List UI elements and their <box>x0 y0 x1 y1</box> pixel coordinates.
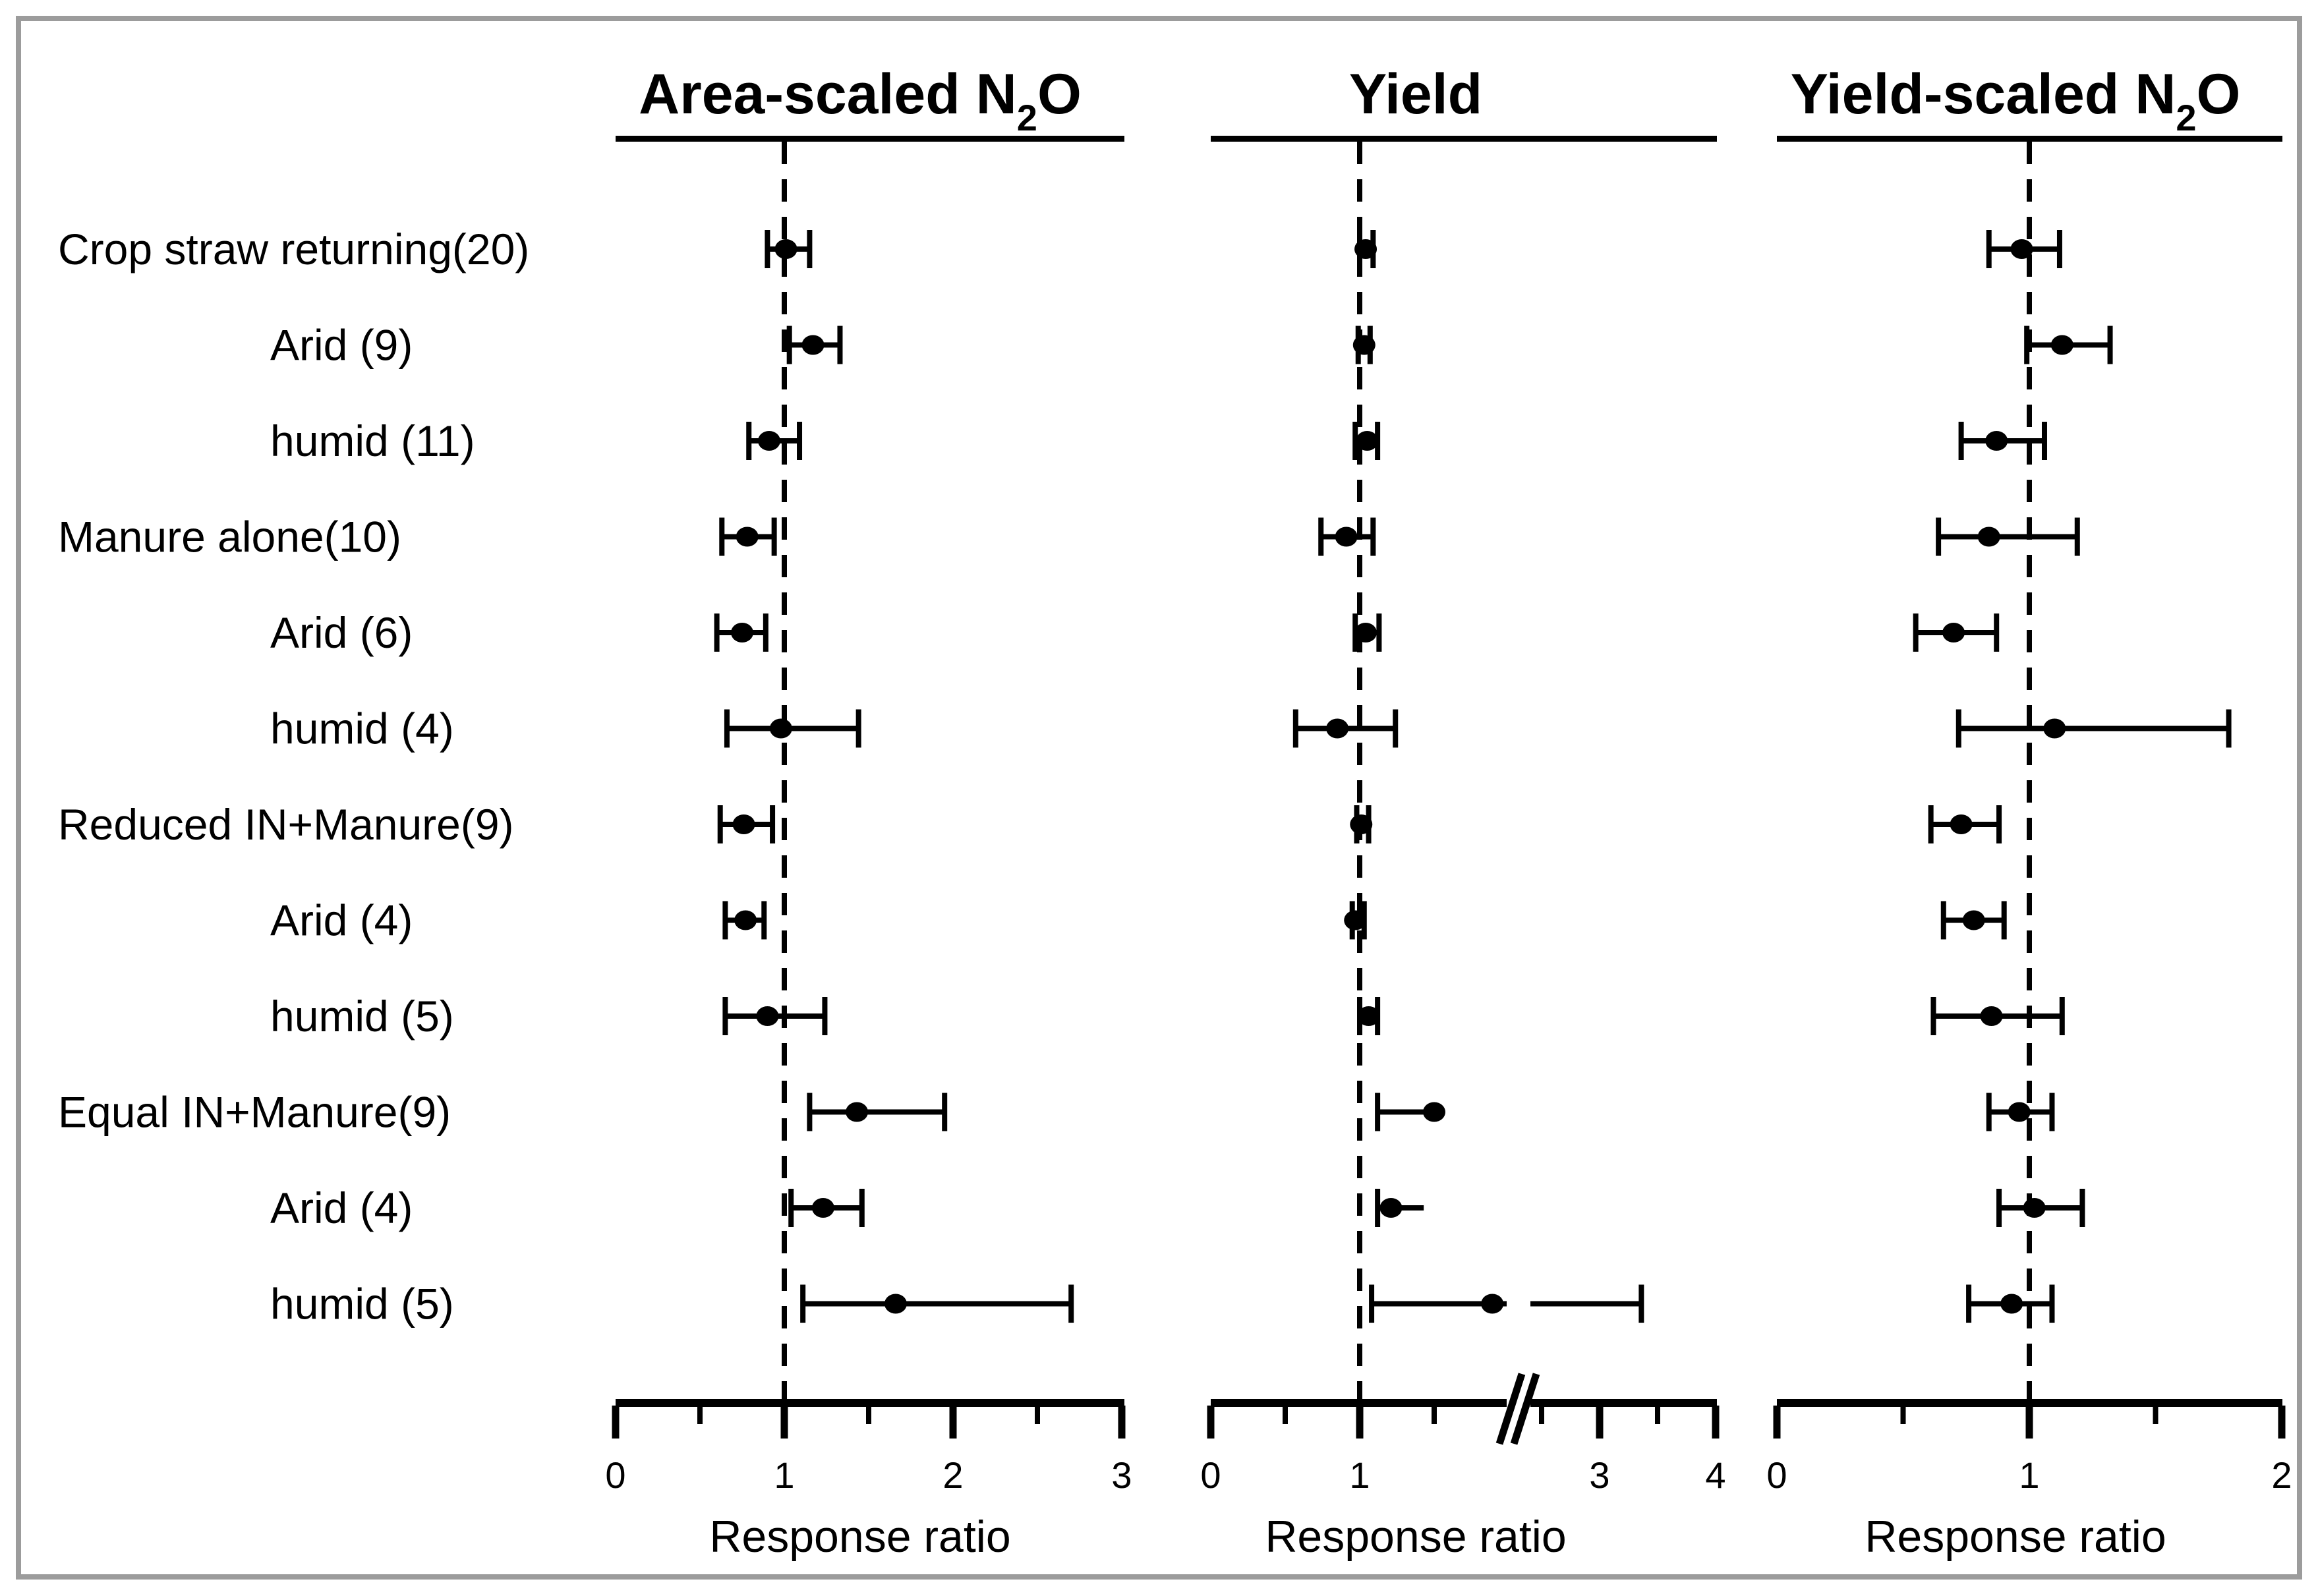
point-marker <box>1942 623 1965 642</box>
point-marker <box>846 1102 869 1122</box>
point-marker <box>774 239 797 259</box>
point-marker <box>1980 1006 2003 1026</box>
point-marker <box>1352 335 1376 355</box>
point-marker <box>757 431 780 451</box>
row-label-subgroup: humid (4) <box>270 704 454 753</box>
row-label-subgroup: Arid (9) <box>270 321 413 370</box>
row-label-subgroup: humid (11) <box>270 416 475 465</box>
axis-break-icon <box>1510 1373 1540 1445</box>
point-marker <box>1354 623 1377 642</box>
point-marker <box>2043 718 2066 739</box>
point-marker <box>2050 335 2073 355</box>
row-label-group: Crop straw returning(20) <box>58 225 529 273</box>
axis-break-icon <box>1495 1373 1526 1445</box>
row-label-subgroup: Arid (4) <box>270 1183 413 1232</box>
tick-label: 0 <box>1200 1454 1221 1496</box>
point-marker <box>732 814 755 834</box>
point-marker <box>1962 910 1985 930</box>
tick-label: 1 <box>1349 1454 1370 1496</box>
tick-label: 2 <box>2271 1454 2292 1496</box>
tick-label: 3 <box>1589 1454 1609 1496</box>
panel-title-underline <box>1211 136 1717 142</box>
tick-label: 3 <box>1111 1454 1132 1496</box>
point-marker <box>1977 527 2000 547</box>
tick-label: 4 <box>1705 1454 1725 1496</box>
figure-border <box>16 16 2302 1580</box>
point-marker <box>1357 1006 1380 1026</box>
row-label-group: Manure alone(10) <box>58 513 401 561</box>
tick-label: 2 <box>942 1454 963 1496</box>
x-axis-title: Response ratio <box>1265 1512 1566 1562</box>
point-marker <box>731 623 753 642</box>
tick-label: 1 <box>774 1454 794 1496</box>
point-marker <box>1344 910 1367 930</box>
x-axis <box>616 1399 1124 1407</box>
row-label-subgroup: humid (5) <box>270 992 454 1040</box>
point-marker <box>1356 431 1379 451</box>
point-marker <box>1950 814 1973 834</box>
point-marker <box>1350 814 1373 834</box>
row-label-group: Equal IN+Manure(9) <box>58 1088 451 1137</box>
row-label-group: Reduced IN+Manure(9) <box>58 800 514 849</box>
point-marker <box>736 527 759 547</box>
panel-title-yield: Yield <box>1349 63 1482 126</box>
point-marker <box>734 910 757 930</box>
tick-label: 0 <box>605 1454 625 1496</box>
x-axis-title: Response ratio <box>709 1512 1010 1562</box>
point-marker <box>769 718 792 739</box>
point-marker <box>2010 239 2033 259</box>
panel-title-underline <box>616 136 1124 142</box>
panel-title-underline <box>1777 136 2282 142</box>
point-marker <box>2023 1198 2046 1218</box>
point-marker <box>884 1294 907 1314</box>
point-marker <box>811 1198 834 1218</box>
point-marker <box>1481 1294 1504 1314</box>
panel-title-area-scaled-n2o: Area-scaled N2O <box>639 63 1082 138</box>
point-marker <box>1379 1198 1403 1218</box>
point-marker <box>2008 1102 2031 1122</box>
x-axis <box>1777 1399 2282 1407</box>
point-marker <box>1354 239 1377 259</box>
row-label-subgroup: Arid (4) <box>270 896 413 945</box>
x-axis-title: Response ratio <box>1865 1512 2166 1562</box>
point-marker <box>1985 431 2008 451</box>
tick-label: 0 <box>1766 1454 1787 1496</box>
point-marker <box>2000 1294 2023 1314</box>
row-label-subgroup: Arid (6) <box>270 608 413 657</box>
point-marker <box>1335 527 1358 547</box>
x-axis <box>1211 1399 1717 1407</box>
tick-label: 1 <box>2019 1454 2039 1496</box>
point-marker <box>756 1006 779 1026</box>
point-marker <box>1423 1102 1445 1122</box>
point-marker <box>801 335 825 355</box>
row-label-subgroup: humid (5) <box>270 1280 454 1328</box>
panel-title-yield-scaled-n2o: Yield-scaled N2O <box>1791 63 2241 138</box>
point-marker <box>1326 718 1349 739</box>
